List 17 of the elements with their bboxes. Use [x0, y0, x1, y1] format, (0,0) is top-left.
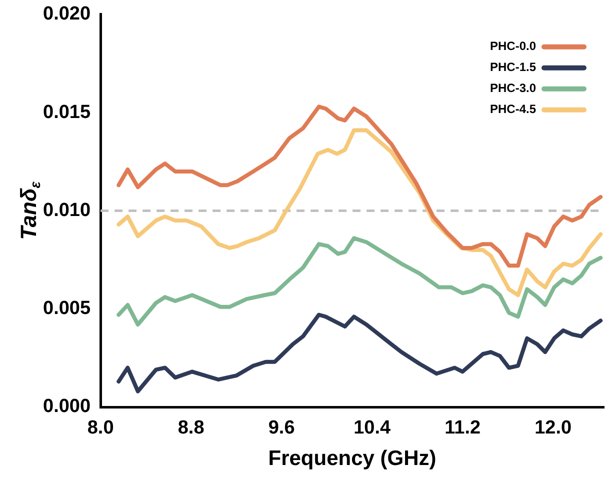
- y-axis-title: Tanδε: [16, 181, 43, 240]
- x-tick-label: 10.4: [354, 418, 391, 439]
- x-tick-label: 11.2: [444, 418, 481, 439]
- legend-label: PHC-1.5: [490, 60, 536, 74]
- x-tick-label: 9.6: [268, 418, 295, 439]
- x-tick-label: 8.8: [178, 418, 204, 439]
- legend-label: PHC-4.5: [490, 102, 536, 116]
- legend-label: PHC-3.0: [490, 81, 536, 96]
- x-tick-label: 12.0: [534, 418, 572, 439]
- y-tick-label: 0.010: [43, 200, 91, 221]
- y-tick-label: 0.000: [43, 396, 91, 418]
- y-tick-label: 0.020: [43, 4, 91, 25]
- x-axis-title: Frequency (GHz): [268, 447, 436, 470]
- y-tick-label: 0.005: [43, 298, 91, 320]
- x-tick-label: 8.0: [87, 418, 114, 439]
- y-tick-label: 0.015: [43, 102, 91, 123]
- legend-label: PHC-0.0: [490, 39, 536, 54]
